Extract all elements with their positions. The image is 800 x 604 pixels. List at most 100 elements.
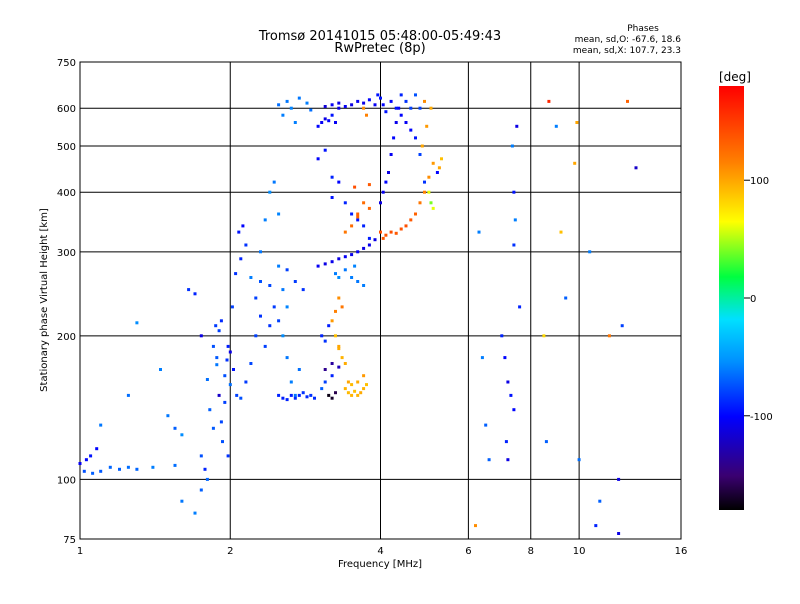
data-point bbox=[617, 532, 621, 535]
data-point bbox=[356, 215, 360, 219]
data-point bbox=[323, 380, 327, 384]
y-tick-label: 750 bbox=[57, 58, 76, 69]
data-point bbox=[297, 368, 301, 371]
data-point bbox=[293, 121, 297, 124]
data-point bbox=[617, 477, 621, 481]
data-point bbox=[575, 121, 579, 124]
data-point bbox=[384, 180, 388, 184]
data-point bbox=[323, 148, 327, 152]
data-point bbox=[320, 334, 324, 338]
data-point bbox=[343, 255, 347, 259]
data-point bbox=[84, 458, 88, 462]
data-point bbox=[78, 462, 82, 465]
data-point bbox=[359, 391, 363, 395]
data-point bbox=[226, 344, 230, 348]
data-point bbox=[219, 420, 223, 424]
data-point bbox=[277, 103, 281, 107]
y-tick-label: 200 bbox=[57, 332, 76, 343]
data-point bbox=[379, 201, 382, 205]
data-point bbox=[330, 319, 334, 323]
data-point bbox=[340, 356, 344, 360]
data-point bbox=[506, 458, 510, 462]
data-point bbox=[211, 426, 215, 430]
data-point bbox=[474, 524, 477, 528]
data-point bbox=[285, 99, 289, 103]
data-point bbox=[89, 454, 93, 458]
data-point bbox=[334, 309, 337, 313]
data-point bbox=[350, 103, 354, 107]
data-point bbox=[512, 243, 516, 247]
data-point bbox=[217, 393, 221, 397]
data-point bbox=[577, 458, 581, 462]
data-point bbox=[205, 477, 209, 481]
data-point bbox=[362, 106, 366, 110]
data-point bbox=[327, 119, 331, 123]
data-point bbox=[118, 467, 121, 471]
data-point bbox=[180, 499, 184, 503]
data-point bbox=[379, 230, 382, 234]
data-point bbox=[437, 166, 441, 170]
x-tick-label: 1 bbox=[77, 546, 83, 557]
data-point bbox=[277, 264, 281, 268]
data-point bbox=[223, 374, 227, 378]
data-point bbox=[277, 212, 281, 216]
data-point bbox=[211, 344, 215, 348]
data-point bbox=[381, 190, 385, 194]
data-point bbox=[384, 233, 388, 237]
phase-stats-heading: Phases bbox=[627, 24, 659, 34]
data-point bbox=[626, 99, 629, 103]
data-point bbox=[259, 250, 262, 254]
data-point bbox=[330, 103, 334, 107]
data-point bbox=[228, 350, 232, 354]
data-point bbox=[285, 305, 289, 309]
data-point bbox=[221, 440, 224, 444]
data-point bbox=[389, 153, 393, 156]
data-point bbox=[376, 93, 380, 97]
data-point bbox=[337, 101, 341, 105]
data-point bbox=[594, 524, 598, 528]
data-point bbox=[350, 383, 354, 387]
x-tick-label: 2 bbox=[227, 546, 233, 557]
data-point bbox=[620, 324, 624, 328]
data-point bbox=[440, 157, 443, 161]
data-point bbox=[350, 253, 354, 257]
data-point bbox=[423, 190, 426, 194]
data-point bbox=[281, 396, 285, 400]
data-point bbox=[281, 334, 285, 338]
data-point bbox=[404, 121, 408, 124]
data-point bbox=[381, 103, 385, 107]
y-axis-label: Stationary phase Virtual Height [km] bbox=[39, 208, 50, 392]
data-point bbox=[418, 106, 422, 110]
data-point bbox=[166, 414, 170, 418]
data-point bbox=[337, 347, 341, 351]
data-point bbox=[346, 391, 350, 395]
y-tick-label: 300 bbox=[57, 248, 76, 259]
y-tick-label: 400 bbox=[57, 188, 76, 199]
data-point bbox=[268, 284, 272, 287]
x-tick-label: 8 bbox=[528, 546, 534, 557]
data-point bbox=[350, 276, 354, 279]
data-point bbox=[337, 257, 341, 261]
data-point bbox=[343, 268, 347, 272]
data-point bbox=[379, 96, 382, 100]
data-point bbox=[323, 262, 327, 266]
data-point bbox=[320, 121, 324, 124]
data-point bbox=[409, 106, 413, 110]
data-point bbox=[425, 124, 429, 128]
data-point bbox=[504, 440, 508, 444]
data-point bbox=[431, 206, 435, 210]
data-point bbox=[225, 358, 229, 362]
data-point bbox=[429, 106, 433, 110]
x-tick-label: 6 bbox=[465, 546, 471, 557]
data-point bbox=[367, 236, 371, 240]
phase-stats-o: mean, sd,O: -67.6, 18.6 bbox=[575, 35, 682, 45]
data-point bbox=[135, 467, 139, 471]
data-point bbox=[330, 260, 334, 264]
data-point bbox=[484, 423, 488, 427]
data-point bbox=[226, 454, 230, 458]
data-point bbox=[230, 305, 234, 309]
data-point bbox=[323, 105, 327, 108]
data-point bbox=[598, 499, 602, 503]
data-point bbox=[356, 380, 360, 384]
data-point bbox=[340, 305, 344, 309]
